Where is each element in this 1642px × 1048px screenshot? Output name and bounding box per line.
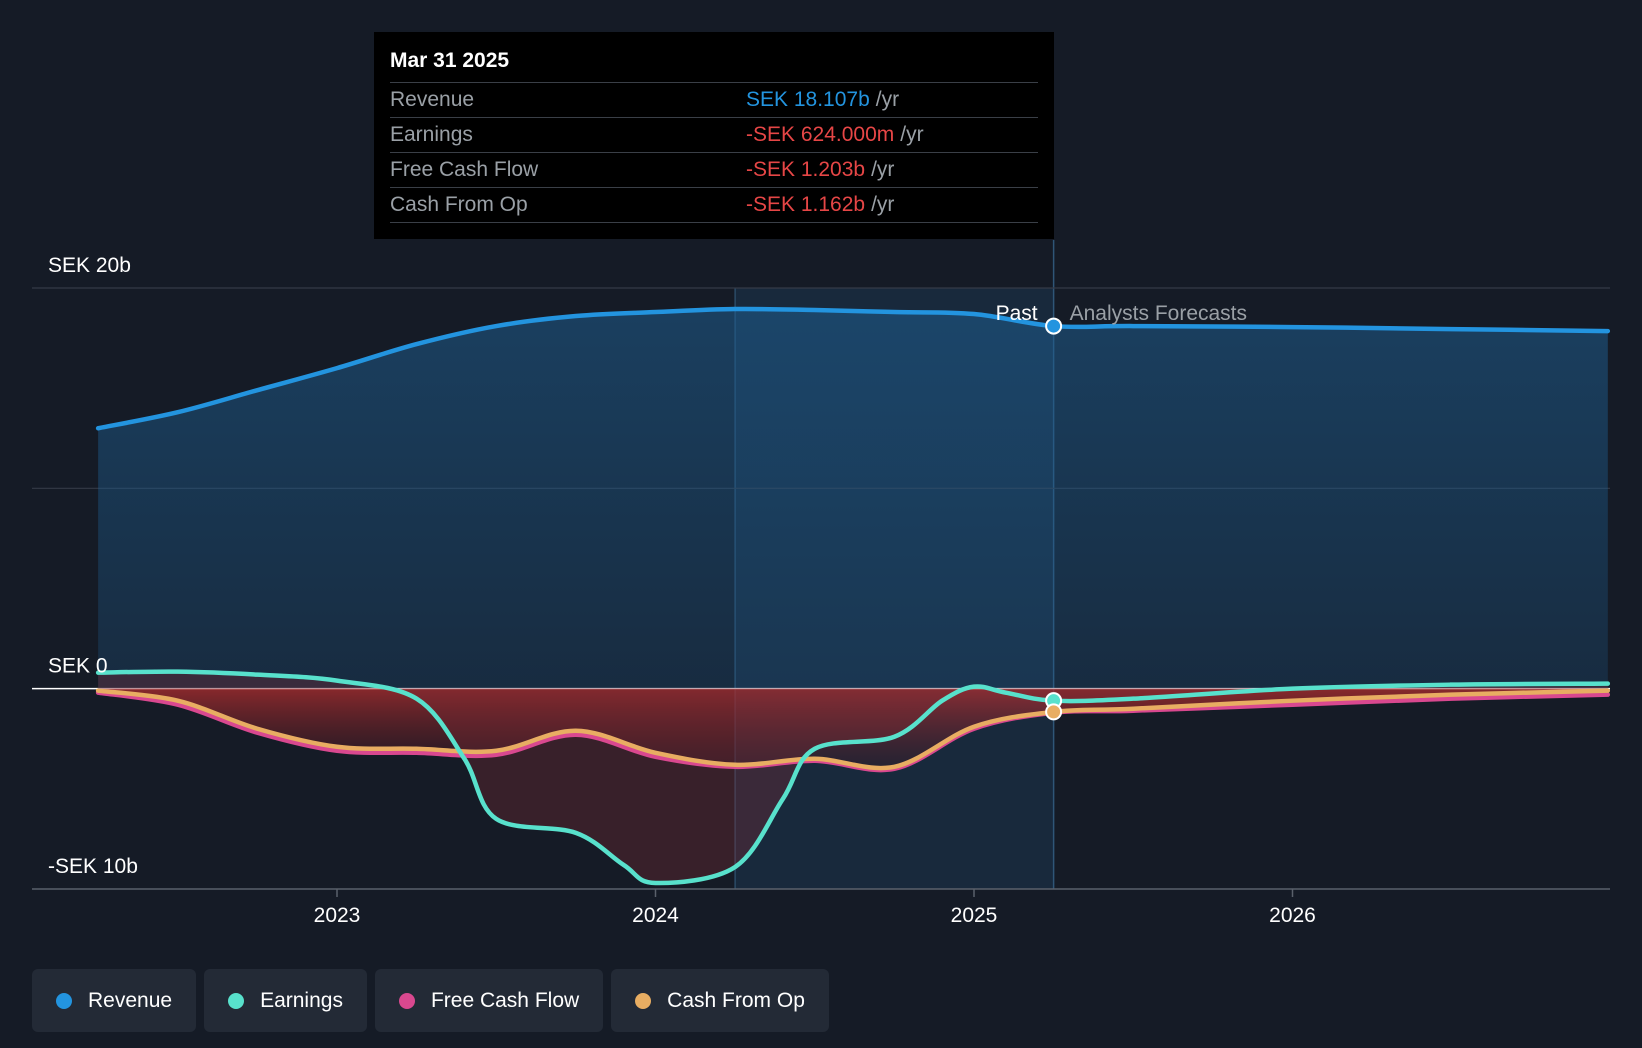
tooltip-value: SEK 18.107b [746,88,870,111]
forecast-label: Analysts Forecasts [1070,302,1247,325]
earnings-line [95,669,1611,886]
tooltip-value: -SEK 1.203b [746,158,866,181]
current-points [1045,317,1063,721]
legend-dot-icon [228,992,245,1009]
tooltip-label: Cash From Op [390,193,528,216]
legend-item-cash-from-op[interactable]: Cash From Op [611,969,829,1032]
legend-dot-icon [635,992,652,1009]
legend-item-free-cash-flow[interactable]: Free Cash Flow [374,969,604,1032]
tooltip-label: Free Cash Flow [390,158,539,181]
legend: Revenue Earnings Free Cash Flow Cash Fro… [32,969,829,1032]
legend-dot-icon [56,992,72,1009]
legend-label: Free Cash Flow [430,988,580,1012]
y-tick-label: SEK 0 [48,655,108,678]
axis-labels: SEK 20b SEK 0 -SEK 10b 2023 2024 2025 2026 Past… [48,254,1316,927]
x-tick-label: 2023 [314,904,361,927]
x-tick-label: 2025 [951,904,998,927]
tooltip-row-earnings: Earnings -SEK 624.000m /yr [390,117,1038,152]
tooltip-row-revenue: Revenue SEK 18.107b /yr [390,82,1038,117]
tooltip-row-free-cash-flow: Free Cash Flow -SEK 1.203b /yr [390,152,1038,187]
revenue-area [98,308,1608,689]
tooltip-unit: /yr [871,193,895,216]
tooltip-unit: /yr [871,158,895,181]
tooltip-value: -SEK 1.162b [746,193,866,216]
legend-label: Cash From Op [667,988,805,1012]
tooltip-label: Earnings [390,123,473,146]
tooltip-unit: /yr [900,123,924,146]
tooltip-label: Revenue [390,88,475,111]
series-lines [95,306,1611,886]
tooltip-value: -SEK 624.000m [746,123,895,146]
revenue-point [1045,317,1063,335]
tooltip: Mar 31 2025 Revenue SEK 18.107b /yr Earn… [374,32,1054,239]
legend-dot-icon [398,992,415,1009]
legend-label: Earnings [260,988,343,1012]
revenue-line [95,306,1611,431]
legend-label: Revenue [88,988,173,1012]
x-tick-label: 2026 [1269,904,1316,927]
y-tick-label: -SEK 10b [48,855,138,878]
y-tick-label: SEK 20b [48,254,131,277]
tooltip-unit: /yr [875,88,900,111]
tooltip-row-cash-from-op: Cash From Op -SEK 1.162b /yr [390,187,1038,223]
cash-from-op-point [1045,703,1063,721]
x-tick-label: 2024 [632,904,679,927]
legend-item-earnings[interactable]: Earnings [204,969,367,1032]
legend-item-revenue[interactable]: Revenue [32,969,197,1032]
earnings-area [98,671,1608,884]
past-label: Past [996,302,1038,325]
cash-from-op-line [95,688,1611,771]
tooltip-date: Mar 31 2025 [390,49,510,72]
